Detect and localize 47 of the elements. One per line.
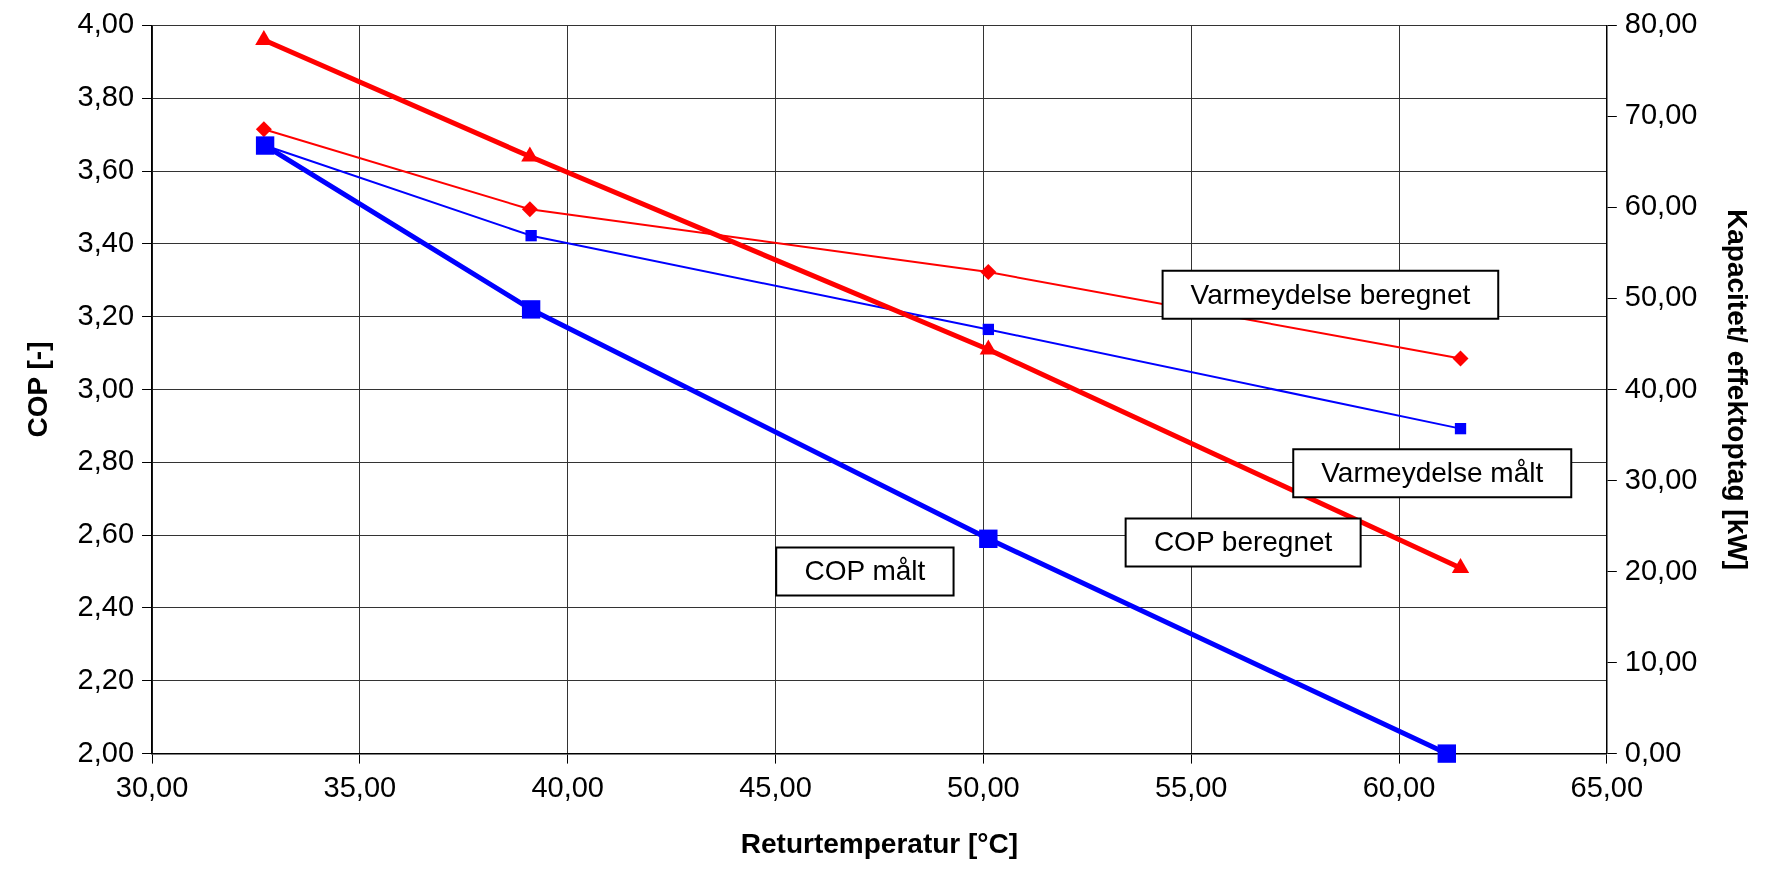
point xyxy=(979,339,997,355)
y2-tick-label: 80,00 xyxy=(1624,7,1698,40)
y2-tick-label: 50,00 xyxy=(1624,280,1698,313)
y-tick-label: 2,60 xyxy=(77,517,135,550)
point xyxy=(982,323,994,336)
y2-tick-label: 40,00 xyxy=(1624,371,1698,404)
y2-tick-label: 60,00 xyxy=(1624,189,1698,222)
x-tick-label: 30,00 xyxy=(115,771,189,803)
x-tick-label: 45,00 xyxy=(739,771,812,803)
x-tick-label: 50,00 xyxy=(947,771,1020,803)
series-label: Varmeydelse beregnet xyxy=(1190,278,1471,310)
y2-tick-label: 20,00 xyxy=(1624,553,1698,586)
y-tick-label: 3,60 xyxy=(77,153,135,186)
x-axis-title: Returtemperatur [°C] xyxy=(740,827,1019,859)
x-tick-label: 35,00 xyxy=(323,771,397,803)
series-label: COP beregnet xyxy=(1153,526,1333,558)
point xyxy=(1437,744,1456,763)
point xyxy=(521,201,538,218)
y-tick-label: 2,80 xyxy=(77,444,135,477)
y-tick-label: 3,20 xyxy=(77,298,135,331)
y-axis-title: COP [-] xyxy=(21,341,53,438)
y-tick-label: 3,00 xyxy=(77,371,135,404)
y-tick-label: 3,80 xyxy=(77,80,135,113)
y2-tick-label: 30,00 xyxy=(1624,462,1698,495)
x-tick-label: 40,00 xyxy=(531,771,604,803)
y-tick-label: 3,40 xyxy=(77,225,135,258)
series-label: Varmeydelse målt xyxy=(1321,456,1544,488)
x-tick-label: 55,00 xyxy=(1154,771,1228,803)
point xyxy=(521,300,541,319)
point xyxy=(525,230,537,242)
point xyxy=(1454,422,1467,435)
y2-axis-title: Kapacitet/ effektoptag [kW] xyxy=(1722,209,1754,570)
point xyxy=(521,146,539,162)
point xyxy=(1452,350,1469,367)
y-tick-label: 4,00 xyxy=(77,7,135,40)
y-tick-label: 2,40 xyxy=(77,589,135,622)
series-label: COP målt xyxy=(804,555,926,587)
y2-tick-label: 10,00 xyxy=(1624,644,1698,677)
x-tick-label: 65,00 xyxy=(1570,771,1644,803)
point xyxy=(980,264,997,281)
y2-tick-label: 70,00 xyxy=(1624,98,1698,131)
y2-tick-label: 0,00 xyxy=(1624,735,1682,768)
y-tick-label: 2,20 xyxy=(77,662,135,695)
x-tick-label: 60,00 xyxy=(1362,771,1436,803)
point xyxy=(979,529,998,548)
y-tick-label: 2,00 xyxy=(77,735,135,768)
point xyxy=(255,121,272,138)
